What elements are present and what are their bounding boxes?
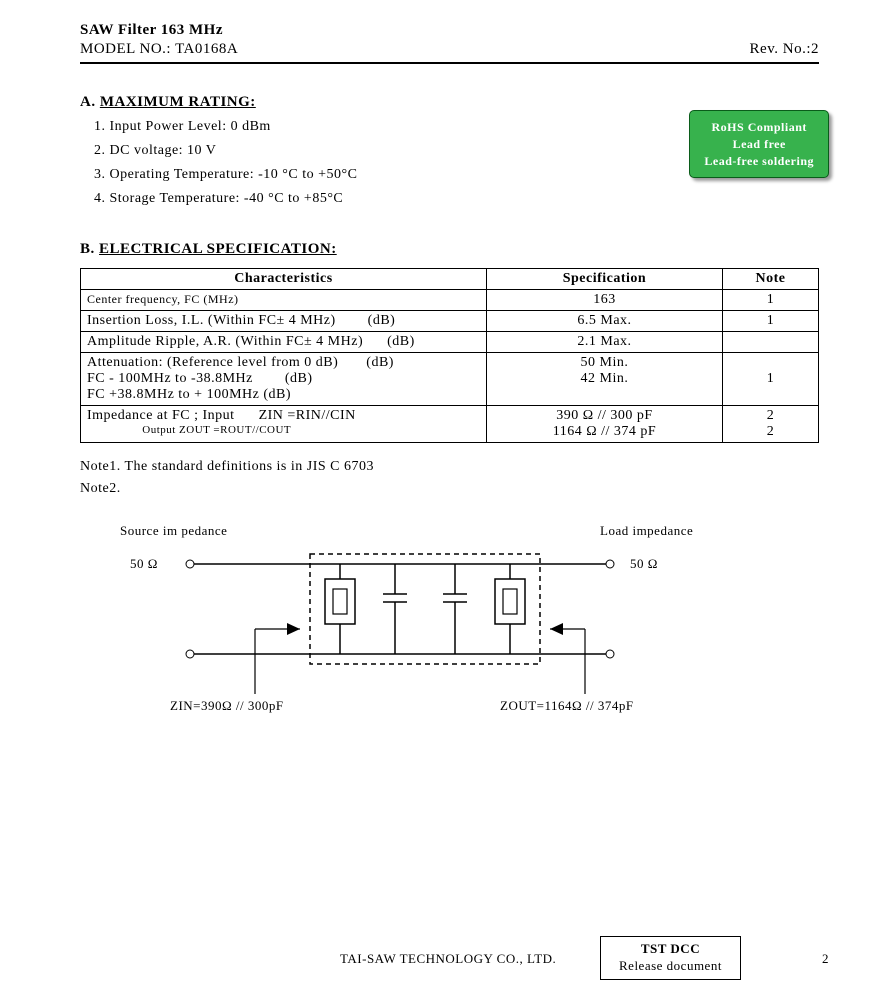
rating-item: 4. Storage Temperature: -40 °C to +85°C [94, 191, 819, 207]
col-specification: Specification [486, 269, 722, 290]
revision-number: Rev. No.:2 [750, 41, 819, 58]
table-row-impedance: Impedance at FC ; Input ZIN =RIN//CIN Ou… [81, 406, 819, 443]
col-note: Note [723, 269, 819, 290]
table-row-attenuation: Attenuation: (Reference level from 0 dB)… [81, 353, 819, 406]
footer-release-box: TST DCC Release document [600, 936, 741, 980]
rohs-line1: RoHS Compliant [704, 119, 814, 136]
circuit-svg [185, 549, 705, 719]
spec-table: Characteristics Specification Note Cente… [80, 268, 819, 443]
footer-page-number: 2 [822, 951, 829, 967]
footer-company: TAI-SAW TECHNOLOGY CO., LTD. [340, 951, 556, 967]
load-impedance-label: Load impedance [600, 523, 693, 539]
note1: Note1. The standard definitions is in JI… [80, 459, 819, 475]
model-number: MODEL NO.: TA0168A [80, 41, 238, 58]
rohs-line2: Lead free [704, 136, 814, 153]
table-row: Amplitude Ripple, A.R. (Within FC± 4 MHz… [81, 332, 819, 353]
note2: Note2. [80, 481, 819, 497]
section-b-heading: B. ELECTRICAL SPECIFICATION: [80, 241, 819, 258]
doc-title: SAW Filter 163 MHz [80, 22, 819, 39]
rohs-line3: Lead-free soldering [704, 153, 814, 170]
table-row: Insertion Loss, I.L. (Within FC± 4 MHz) … [81, 311, 819, 332]
page-header: SAW Filter 163 MHz MODEL NO.: TA0168A Re… [80, 22, 819, 64]
circuit-diagram: Source im pedance Load impedance 50 Ω 50… [80, 523, 819, 733]
notes-block: Note1. The standard definitions is in JI… [80, 459, 819, 497]
col-characteristics: Characteristics [81, 269, 487, 290]
source-resistance: 50 Ω [130, 556, 158, 572]
rohs-badge: RoHS Compliant Lead free Lead-free solde… [689, 110, 829, 178]
section-a-heading: A. MAXIMUM RATING: [80, 94, 819, 111]
table-row: Center frequency, FC (MHz) 163 1 [81, 290, 819, 311]
source-impedance-label: Source im pedance [120, 523, 227, 539]
